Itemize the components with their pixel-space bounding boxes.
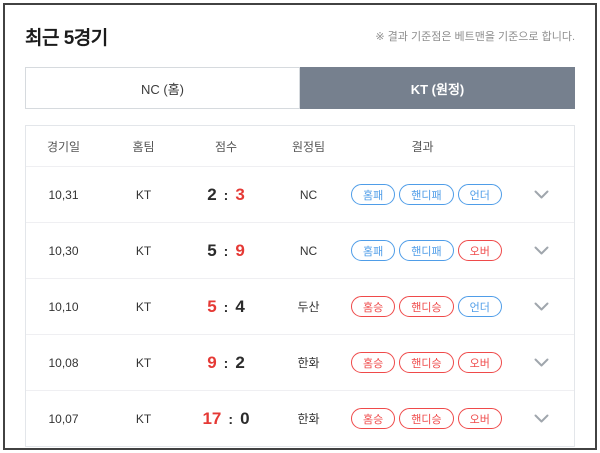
result-badge: 홈패 — [351, 184, 396, 205]
game-date: 10,08 — [48, 355, 79, 370]
result-badge: 홈패 — [351, 240, 396, 261]
column-header-away-team: 원정팀 — [291, 139, 326, 154]
result-badge: 오버 — [457, 352, 502, 373]
table-body: 10,31 KT 2 : 3 NC 홈패 핸디패 언더 10,30 KT 5 : 9… — [26, 166, 574, 446]
column-header-date: 경기일 — [46, 139, 81, 154]
chevron-down-icon[interactable] — [502, 246, 582, 255]
home-score: 5 — [207, 240, 217, 260]
page-title: 최근 5경기 — [25, 27, 108, 49]
game-date: 10,31 — [48, 187, 79, 202]
result-badge: 오버 — [457, 240, 502, 261]
home-team: KT — [135, 243, 152, 258]
result-badge: 핸디패 — [399, 240, 454, 261]
home-team: KT — [135, 187, 152, 202]
home-score: 5 — [207, 296, 217, 316]
away-team: NC — [299, 187, 318, 202]
home-team: KT — [135, 355, 152, 370]
score-separator: : — [223, 186, 229, 203]
score-separator: : — [223, 242, 229, 259]
game-date: 10,30 — [48, 243, 79, 258]
result-criteria-note: ※ 결과 기준점은 베트맨을 기준으로 합니다. — [375, 31, 575, 43]
away-score: 2 — [235, 352, 245, 372]
chevron-down-icon[interactable] — [502, 414, 582, 423]
away-team: NC — [299, 243, 318, 258]
team-tabs: NC (홈) KT (원정) — [25, 67, 575, 109]
table-header-row: 경기일 홈팀 점수 원정팀 결과 — [26, 126, 574, 166]
away-score: 3 — [235, 184, 245, 204]
result-badge: 핸디승 — [399, 296, 454, 317]
chevron-down-icon[interactable] — [502, 190, 582, 199]
away-score: 4 — [235, 296, 245, 316]
away-score: 0 — [240, 408, 250, 428]
result-badges: 홈승 핸디승 언더 — [351, 296, 502, 317]
result-badge: 핸디패 — [399, 184, 454, 205]
table-row[interactable]: 10,07 KT 17 : 0 한화 홈승 핸디승 오버 — [26, 390, 574, 446]
result-badge: 언더 — [457, 296, 502, 317]
panel-frame: 최근 5경기 ※ 결과 기준점은 베트맨을 기준으로 합니다. NC (홈) K… — [3, 3, 597, 450]
game-date: 10,07 — [48, 411, 79, 426]
game-date: 10,10 — [48, 299, 79, 314]
result-badge: 홈승 — [351, 296, 396, 317]
score-cell: 9 : 2 — [186, 353, 266, 373]
table-row[interactable]: 10,31 KT 2 : 3 NC 홈패 핸디패 언더 — [26, 166, 574, 222]
recent-games-table: 경기일 홈팀 점수 원정팀 결과 10,31 KT 2 : 3 NC 홈패 핸디패… — [25, 125, 575, 447]
home-score: 9 — [207, 352, 217, 372]
home-score: 17 — [202, 408, 222, 428]
column-header-result: 결과 — [411, 139, 434, 154]
away-team: 한화 — [297, 412, 320, 426]
home-team: KT — [135, 411, 152, 426]
score-separator: : — [223, 354, 229, 371]
result-badge: 언더 — [457, 184, 502, 205]
table-row[interactable]: 10,08 KT 9 : 2 한화 홈승 핸디승 오버 — [26, 334, 574, 390]
result-badge: 오버 — [457, 408, 502, 429]
home-team: KT — [135, 299, 152, 314]
result-badge: 핸디승 — [399, 408, 454, 429]
result-badges: 홈패 핸디패 오버 — [351, 240, 502, 261]
home-score: 2 — [207, 184, 217, 204]
score-cell: 17 : 0 — [186, 409, 266, 429]
tab-nc-home[interactable]: NC (홈) — [25, 67, 300, 109]
score-cell: 5 : 9 — [186, 241, 266, 261]
away-team: 두산 — [297, 300, 320, 314]
chevron-down-icon[interactable] — [502, 358, 582, 367]
table-row[interactable]: 10,10 KT 5 : 4 두산 홈승 핸디승 언더 — [26, 278, 574, 334]
result-badge: 홈승 — [351, 408, 396, 429]
score-separator: : — [223, 298, 229, 315]
column-header-score: 점수 — [214, 139, 238, 154]
score-cell: 2 : 3 — [186, 185, 266, 205]
away-score: 9 — [235, 240, 245, 260]
table-row[interactable]: 10,30 KT 5 : 9 NC 홈패 핸디패 오버 — [26, 222, 574, 278]
score-cell: 5 : 4 — [186, 297, 266, 317]
result-badge: 홈승 — [351, 352, 396, 373]
tab-kt-away[interactable]: KT (원정) — [300, 67, 575, 109]
score-separator: : — [228, 410, 234, 427]
column-header-home-team: 홈팀 — [132, 139, 155, 154]
result-badges: 홈승 핸디승 오버 — [351, 408, 502, 429]
result-badges: 홈패 핸디패 언더 — [351, 184, 502, 205]
result-badges: 홈승 핸디승 오버 — [351, 352, 502, 373]
chevron-down-icon[interactable] — [502, 302, 582, 311]
away-team: 한화 — [297, 356, 320, 370]
result-badge: 핸디승 — [399, 352, 454, 373]
